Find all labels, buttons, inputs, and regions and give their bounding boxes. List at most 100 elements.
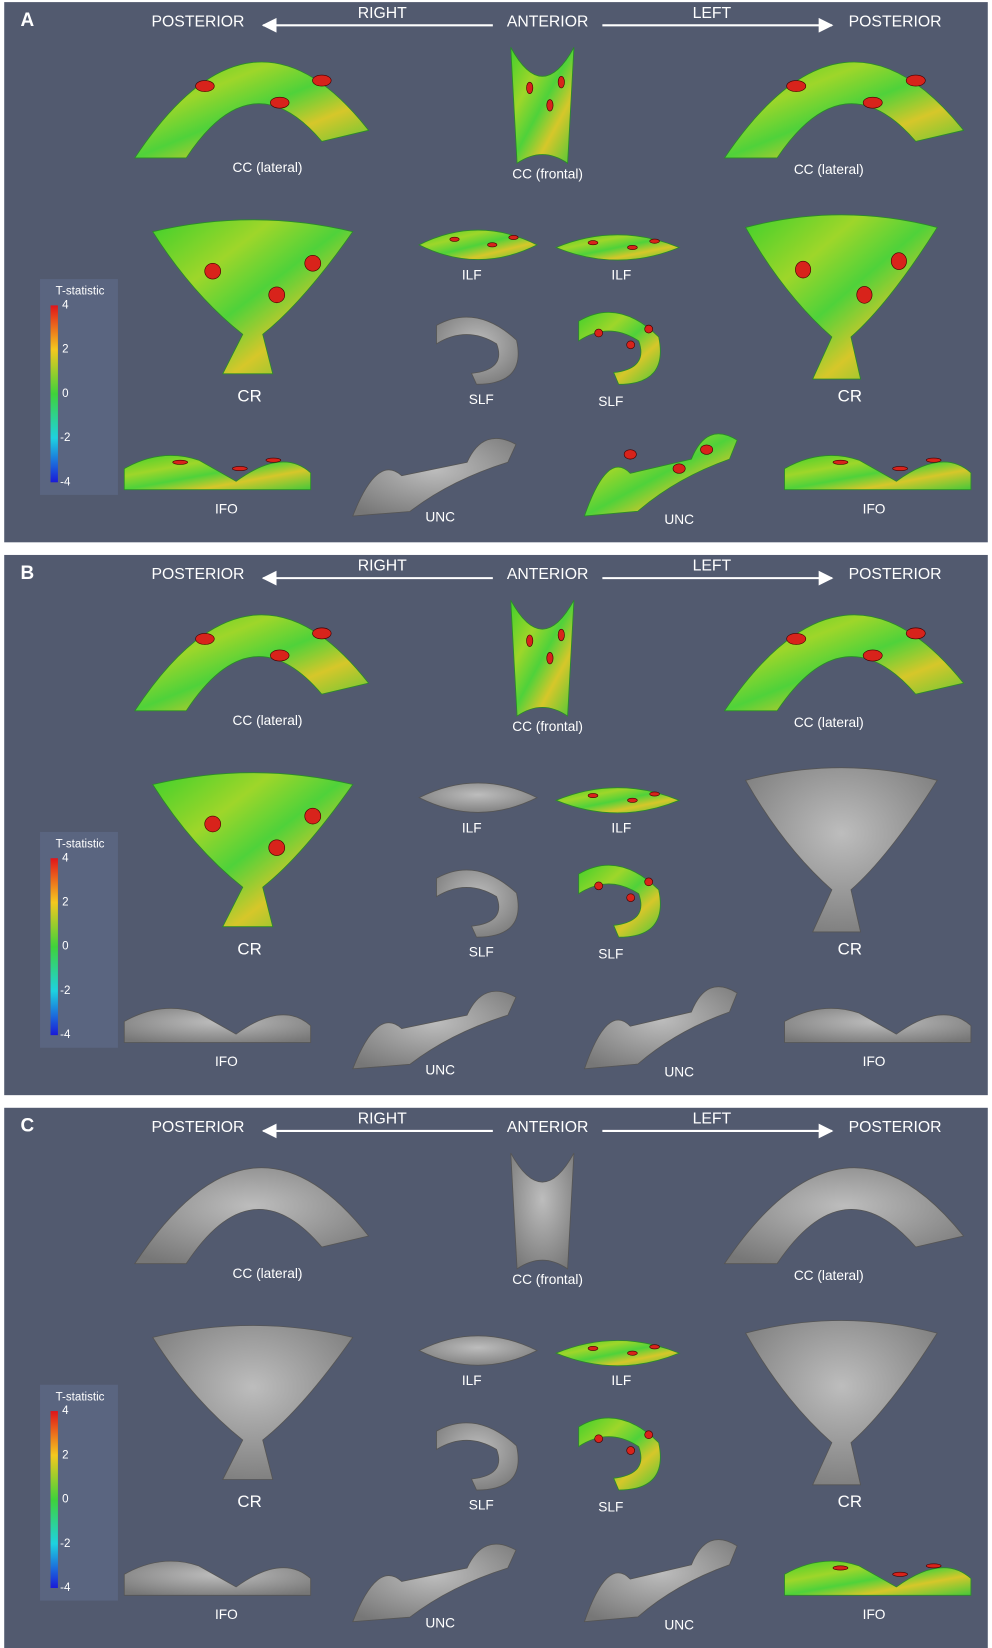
significance-spot bbox=[232, 466, 248, 472]
header-anterior: ANTERIOR bbox=[507, 13, 589, 30]
panel-label: B bbox=[21, 563, 35, 584]
tract-surface bbox=[554, 234, 681, 261]
significance-spot bbox=[649, 1344, 660, 1350]
significance-spot bbox=[856, 286, 873, 304]
panel: C POSTERIOR RIGHT ANTERIOR LEFT POSTERIOR T-st… bbox=[4, 1107, 988, 1648]
significance-spot bbox=[195, 633, 215, 645]
panel-label: A bbox=[21, 10, 35, 31]
header-posterior: POSTERIOR bbox=[849, 13, 942, 30]
tract-label: IFO bbox=[215, 1607, 238, 1622]
tract-label: IFO bbox=[863, 1054, 886, 1069]
significance-spot bbox=[672, 463, 686, 474]
significance-spot bbox=[557, 628, 565, 642]
colorbar-tick-label: 4 bbox=[62, 852, 69, 864]
tract-surface bbox=[123, 455, 312, 491]
tract-surface bbox=[134, 1167, 370, 1265]
tract-label: SLF bbox=[598, 947, 623, 962]
significance-spot bbox=[546, 99, 554, 112]
significance-spot bbox=[172, 459, 188, 465]
significance-spot bbox=[786, 80, 807, 92]
panel: B POSTERIOR RIGHT ANTERIOR LEFT POSTERIOR T-st… bbox=[4, 554, 988, 1096]
tract-label: ILF bbox=[462, 820, 482, 835]
significance-spot bbox=[526, 81, 534, 95]
significance-spot bbox=[905, 74, 926, 87]
tract-label: SLF bbox=[469, 392, 494, 407]
tract-surface bbox=[418, 229, 539, 260]
tract-surface bbox=[436, 316, 519, 385]
tract-surface bbox=[436, 869, 519, 938]
tract-surface bbox=[123, 1560, 312, 1596]
colorbar-tick-label: 0 bbox=[62, 1494, 68, 1506]
tract-surface bbox=[418, 1335, 539, 1366]
significance-spot bbox=[786, 633, 807, 645]
significance-spot bbox=[312, 627, 332, 640]
tract-surface bbox=[723, 1167, 965, 1265]
header-left: LEFT bbox=[693, 558, 732, 575]
significance-spot bbox=[925, 1563, 942, 1569]
significance-spot bbox=[587, 793, 599, 798]
significance-spot bbox=[832, 459, 849, 465]
tract-label: CC (lateral) bbox=[233, 1266, 303, 1281]
header-anterior: ANTERIOR bbox=[507, 566, 589, 583]
header-posterior: POSTERIOR bbox=[849, 566, 942, 583]
significance-spot bbox=[649, 238, 660, 244]
tract-label: UNC bbox=[425, 1615, 455, 1630]
significance-spot bbox=[268, 839, 286, 856]
tract-label: CR bbox=[237, 939, 261, 958]
tract-label: CR bbox=[838, 939, 862, 958]
significance-spot bbox=[195, 80, 215, 92]
colorbar-tick-label: -4 bbox=[60, 476, 71, 488]
tract-label: CC (lateral) bbox=[794, 1268, 864, 1283]
colorbar-tick-label: -2 bbox=[60, 1538, 70, 1550]
significance-spot bbox=[594, 881, 603, 891]
header-anterior: ANTERIOR bbox=[507, 1119, 589, 1136]
significance-spot bbox=[204, 815, 222, 833]
tract-label: ILF bbox=[611, 1373, 631, 1388]
tract-surface bbox=[123, 1007, 312, 1043]
tract-surface bbox=[510, 47, 575, 164]
significance-spot bbox=[626, 1446, 636, 1455]
significance-spot bbox=[304, 255, 322, 272]
tract-surface bbox=[744, 214, 938, 380]
tract-label: IFO bbox=[863, 501, 886, 516]
tract-label: UNC bbox=[664, 1617, 694, 1632]
tract-surface bbox=[152, 219, 354, 375]
tract-surface bbox=[352, 990, 517, 1070]
tract-surface bbox=[583, 433, 738, 517]
tract-surface bbox=[784, 455, 972, 491]
significance-spot bbox=[627, 245, 638, 250]
significance-spot bbox=[626, 340, 636, 350]
significance-spot bbox=[890, 252, 907, 270]
significance-spot bbox=[526, 634, 534, 647]
header-posterior: POSTERIOR bbox=[152, 566, 245, 583]
significance-spot bbox=[449, 236, 460, 242]
tract-surface bbox=[784, 1560, 972, 1596]
significance-spot bbox=[649, 791, 660, 797]
header-left: LEFT bbox=[693, 1111, 732, 1128]
colorbar-tick-label: 2 bbox=[62, 1449, 68, 1461]
tract-label: CC (lateral) bbox=[233, 160, 303, 175]
significance-spot bbox=[546, 652, 554, 665]
panel: A POSTERIOR RIGHT ANTERIOR LEFT POSTERIOR T-st… bbox=[4, 2, 988, 543]
colorbar-title: T-statistic bbox=[56, 286, 105, 298]
significance-spot bbox=[892, 1571, 908, 1577]
colorbar bbox=[50, 1411, 58, 1588]
header-right: RIGHT bbox=[358, 5, 407, 22]
tract-surface bbox=[744, 767, 938, 933]
significance-spot bbox=[270, 649, 290, 662]
significance-spot bbox=[304, 807, 322, 825]
significance-spot bbox=[587, 1345, 599, 1351]
tract-label: CC (lateral) bbox=[233, 713, 303, 728]
tract-label: SLF bbox=[469, 1497, 494, 1512]
header-right: RIGHT bbox=[358, 1111, 407, 1128]
colorbar-tick-label: 2 bbox=[62, 344, 68, 356]
significance-spot bbox=[862, 649, 883, 662]
significance-spot bbox=[623, 449, 637, 460]
significance-spot bbox=[508, 235, 519, 240]
colorbar-tick-label: -4 bbox=[60, 1582, 71, 1594]
significance-spot bbox=[312, 74, 332, 87]
significance-spot bbox=[487, 242, 498, 248]
significance-spot bbox=[270, 96, 290, 109]
significance-spot bbox=[587, 240, 599, 246]
header-posterior: POSTERIOR bbox=[152, 1119, 245, 1136]
